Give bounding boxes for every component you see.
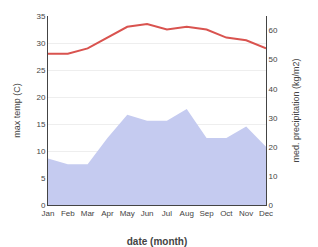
svg-text:10: 10 xyxy=(36,147,45,156)
svg-text:Jun: Jun xyxy=(141,209,154,218)
svg-text:30: 30 xyxy=(269,114,278,123)
svg-text:Feb: Feb xyxy=(61,209,75,218)
svg-text:25: 25 xyxy=(36,66,45,75)
svg-text:May: May xyxy=(120,209,135,218)
svg-text:date (month): date (month) xyxy=(127,236,188,247)
svg-text:Dec: Dec xyxy=(259,209,273,218)
svg-text:med. precipitation (kg/m2): med. precipitation (kg/m2) xyxy=(291,58,301,162)
svg-text:Mar: Mar xyxy=(81,209,95,218)
svg-text:Oct: Oct xyxy=(220,209,233,218)
svg-text:Sep: Sep xyxy=(199,209,214,218)
svg-text:Nov: Nov xyxy=(239,209,253,218)
svg-text:max temp (C): max temp (C) xyxy=(12,83,22,138)
svg-text:60: 60 xyxy=(269,26,278,35)
svg-text:20: 20 xyxy=(269,143,278,152)
svg-text:Jan: Jan xyxy=(42,209,55,218)
svg-text:15: 15 xyxy=(36,120,45,129)
svg-text:5: 5 xyxy=(41,174,46,183)
svg-text:Jul: Jul xyxy=(162,209,172,218)
svg-text:0: 0 xyxy=(269,201,274,210)
svg-text:0: 0 xyxy=(41,201,46,210)
svg-text:Apr: Apr xyxy=(101,209,114,218)
svg-text:20: 20 xyxy=(36,93,45,102)
svg-text:35: 35 xyxy=(36,12,45,21)
svg-text:Aug: Aug xyxy=(180,209,194,218)
svg-text:50: 50 xyxy=(269,55,278,64)
svg-text:10: 10 xyxy=(269,172,278,181)
svg-text:30: 30 xyxy=(36,39,45,48)
svg-text:40: 40 xyxy=(269,84,278,93)
